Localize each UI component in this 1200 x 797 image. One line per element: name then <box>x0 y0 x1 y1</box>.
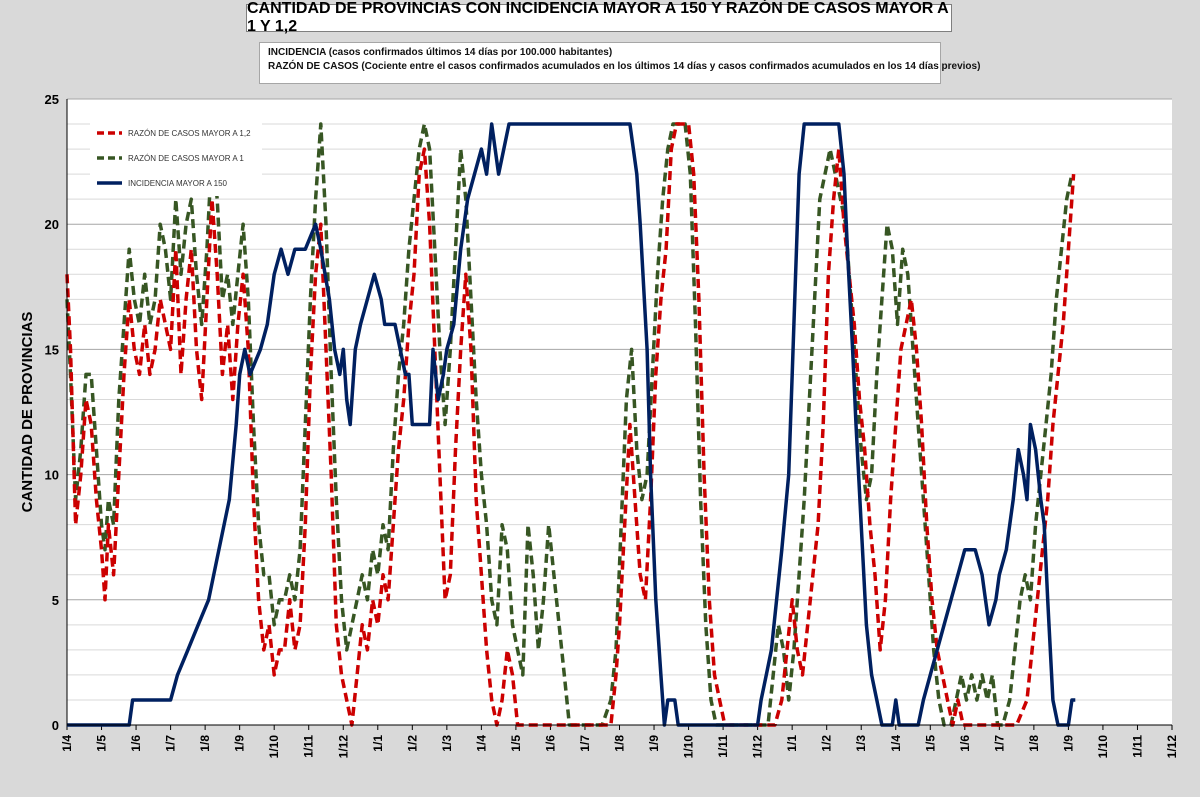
x-tick-label: 1/5 <box>923 735 937 752</box>
legend-label: RAZÓN DE CASOS MAYOR A 1 <box>128 154 244 163</box>
y-tick-label: 20 <box>45 217 59 232</box>
x-tick-label: 1/2 <box>820 735 834 752</box>
series-line-0 <box>65 122 1076 727</box>
x-tick-label: 1/9 <box>647 735 661 752</box>
x-tick-label: 1/4 <box>474 735 488 752</box>
x-axis-ticks: 1/4 1/5 1/6 1/7 1/8 1/9 1/10 1/11 1/12 1/1 1/2 1/3 1… <box>60 725 1179 758</box>
x-tick-label: 1/3 <box>440 735 454 752</box>
y-tick-label: 5 <box>52 593 59 608</box>
x-tick-label: 1/10 <box>682 735 696 759</box>
x-tick-label: 1/6 <box>543 735 557 752</box>
x-tick-label: 1/4 <box>60 735 74 752</box>
y-tick-label: 10 <box>45 468 59 483</box>
x-tick-label: 1/5 <box>95 735 109 752</box>
x-tick-label: 1/1 <box>371 735 385 752</box>
x-tick-label: 1/8 <box>613 735 627 752</box>
series-line-1 <box>65 122 1074 727</box>
x-tick-label: 1/10 <box>1096 735 1110 759</box>
legend-label: INCIDENCIA MAYOR A 150 <box>128 179 228 188</box>
series-lines <box>65 122 1076 727</box>
x-tick-label: 1/7 <box>578 735 592 752</box>
series-line-2 <box>67 122 1076 727</box>
x-tick-label: 1/3 <box>854 735 868 752</box>
x-tick-label: 1/12 <box>336 735 350 759</box>
x-tick-label: 1/11 <box>1130 735 1144 758</box>
x-tick-label: 1/12 <box>751 735 765 759</box>
legend-label: RAZÓN DE CASOS MAYOR A 1,2 <box>128 129 251 138</box>
x-tick-label: 1/4 <box>889 735 903 752</box>
x-tick-label: 1/7 <box>992 735 1006 752</box>
y-axis-ticks: 0 5 10 15 20 25 <box>45 92 59 733</box>
note-line-razon: RAZÓN DE CASOS (Cociente entre el casos … <box>268 61 981 72</box>
note-line-incidencia: INCIDENCIA (casos confirmados últimos 14… <box>268 47 613 58</box>
x-tick-label: 1/9 <box>1061 735 1075 752</box>
y-axis-label: CANTIDAD DE PROVINCIAS <box>19 312 36 513</box>
y-tick-label: 0 <box>52 718 59 733</box>
x-tick-label: 1/1 <box>785 735 799 752</box>
y-tick-label: 25 <box>45 92 59 107</box>
y-tick-label: 15 <box>45 342 59 357</box>
x-tick-label: 1/8 <box>198 735 212 752</box>
x-tick-label: 1/7 <box>164 735 178 752</box>
x-tick-label: 1/11 <box>716 735 730 758</box>
x-tick-label: 1/10 <box>267 735 281 759</box>
x-tick-label: 1/5 <box>509 735 523 752</box>
x-tick-label: 1/6 <box>958 735 972 752</box>
x-tick-label: 1/11 <box>302 735 316 758</box>
x-tick-label: 1/9 <box>233 735 247 752</box>
x-tick-label: 1/6 <box>129 735 143 752</box>
legend: RAZÓN DE CASOS MAYOR A 1,2 RAZÓN DE CASOS… <box>90 118 262 196</box>
x-tick-label: 1/8 <box>1027 735 1041 752</box>
x-tick-label: 1/12 <box>1165 735 1179 759</box>
chart-title: CANTIDAD DE PROVINCIAS CON INCIDENCIA MA… <box>246 0 952 35</box>
x-tick-label: 1/2 <box>405 735 419 752</box>
chart-note: INCIDENCIA (casos confirmados últimos 14… <box>259 42 981 84</box>
